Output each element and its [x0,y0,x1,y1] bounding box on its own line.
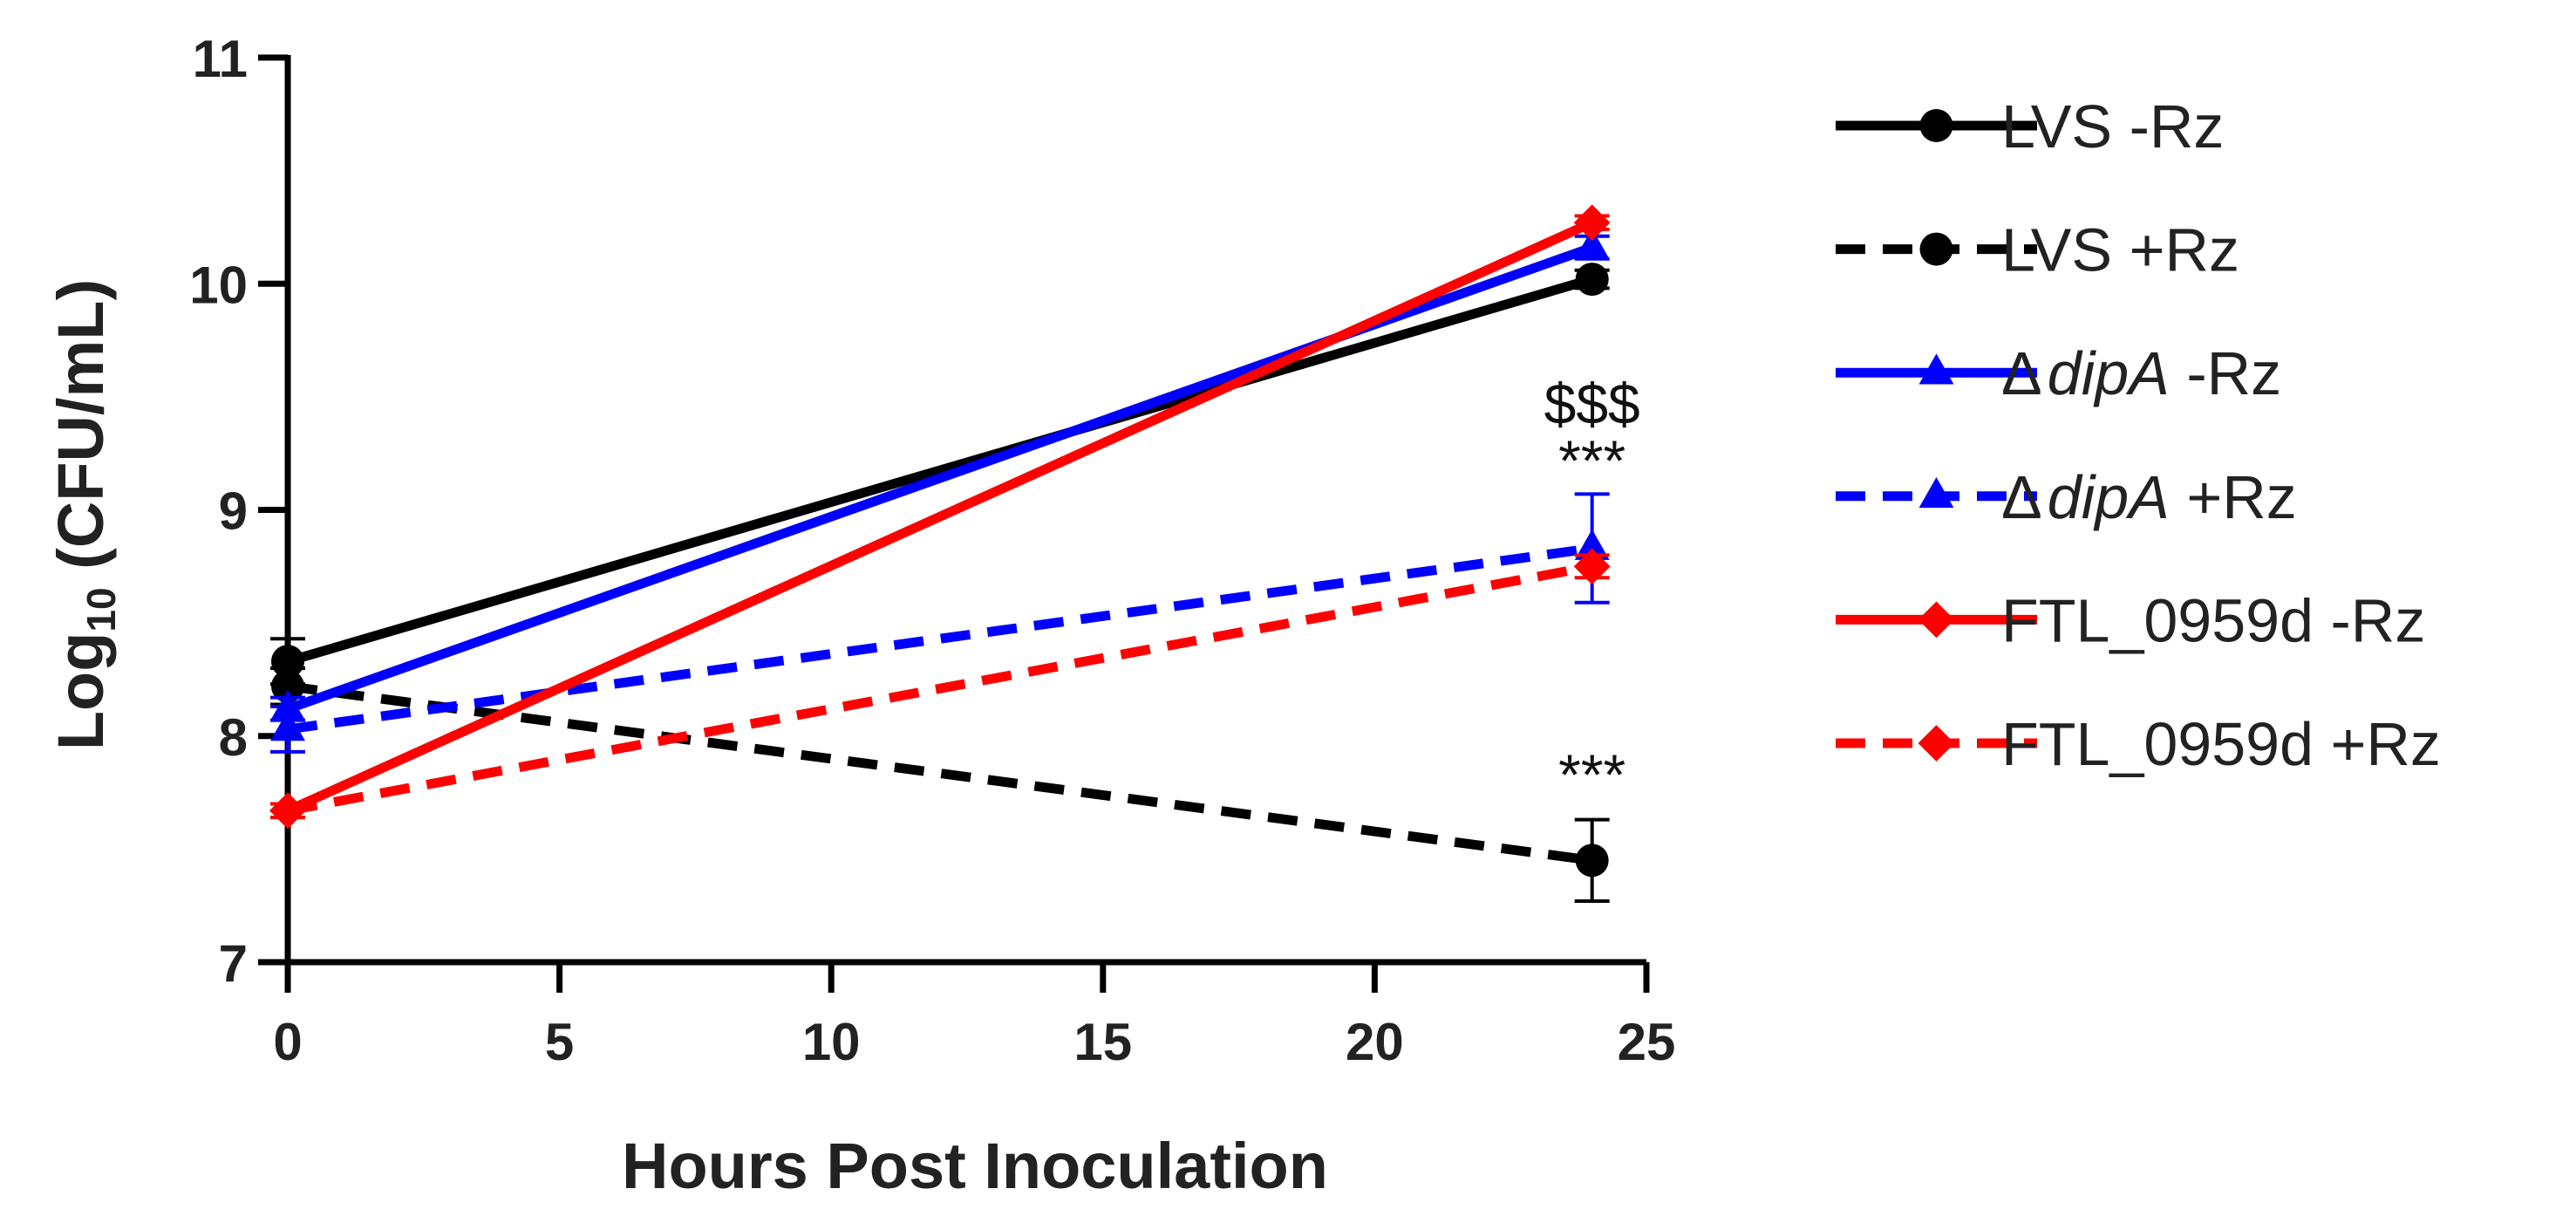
annotations-group: $$$****** [1544,372,1640,807]
legend-item-dipa_minus: ΔdipA -Rz [1836,339,2281,407]
series-line [285,218,1594,816]
series-line [286,561,1593,816]
x-tick-label: 10 [802,1013,861,1071]
data-point [1573,204,1611,242]
x-tick-label: 5 [545,1013,574,1071]
series-line [286,243,1594,714]
legend-label: ΔdipA -Rz [2001,339,2281,407]
y-axis-title-rest: (CFU/mL) [44,279,117,588]
y-axis-title-subscript: 10 [78,587,124,632]
legend-swatch-marker [1919,109,1953,142]
data-point [1573,548,1611,585]
legend-label: LVS -Rz [2001,92,2224,161]
significance-annotation: $$$ [1544,372,1640,436]
series-lvs_plus [270,666,1610,904]
series-ftl_minus [269,204,1611,830]
significance-annotation: *** [1558,742,1625,807]
legend-label-suffix: -Rz [2170,339,2281,407]
data-point [271,669,304,703]
y-tick-label: 10 [189,256,248,314]
data-point [269,792,306,830]
data-point [1575,263,1609,297]
legend-label-gene: dipA [2048,463,2170,531]
legend-label-prefix: Δ [2001,339,2042,407]
data-point [1575,844,1609,878]
legend-label: FTL_0959d +Rz [2001,710,2441,778]
legend-label: ΔdipA +Rz [2001,463,2297,531]
legend-label-gene: dipA [2048,339,2170,407]
legend-item-ftl_minus: FTL_0959d -Rz [1836,586,2425,654]
series-line [287,543,1593,734]
legend-label: LVS +Rz [2001,216,2239,284]
legend-swatch-marker [1918,476,1954,509]
x-axis-title: Hours Post Inoculation [622,1130,1328,1202]
y-tick-label: 11 [193,30,248,88]
y-tick-label: 9 [219,482,248,541]
data-point [1574,228,1610,260]
x-tick-label: 20 [1346,1013,1404,1071]
y-axis-title: Log10 (CFU/mL) [44,279,124,750]
series-line [287,681,1593,865]
legend-item-ftl_plus: FTL_0959d +Rz [1836,710,2441,778]
significance-annotation: *** [1558,428,1625,493]
x-tick-label: 25 [1618,1013,1676,1071]
legend-swatch-marker [1918,725,1955,762]
series-group [269,204,1611,904]
legend-swatch-marker [1919,232,1953,266]
legend-item-lvs_plus: LVS +Rz [1836,216,2239,284]
y-axis-title-main: Log [44,632,117,751]
y-tick-label: 8 [219,708,248,767]
series-dipa_plus [270,492,1610,754]
legend-swatch-marker [1918,353,1954,385]
legend-swatch-marker [1918,601,1955,639]
series-line [286,274,1594,666]
legend-item-lvs_minus: LVS -Rz [1836,92,2224,161]
y-tick-label: 7 [219,934,248,993]
legend-label: FTL_0959d -Rz [2001,586,2425,654]
legend-label-prefix: Δ [2001,463,2042,531]
data-point [1574,529,1610,560]
legend-label-suffix: +Rz [2170,463,2297,531]
axes-group: 7 8 9 10 11 0 5 10 15 20 25 [189,30,1675,1071]
x-tick-label: 15 [1073,1013,1132,1071]
x-tick-label: 0 [273,1013,302,1071]
legend-item-dipa_plus: ΔdipA +Rz [1836,463,2297,531]
data-point [270,710,305,741]
series-ftl_plus [269,548,1611,830]
